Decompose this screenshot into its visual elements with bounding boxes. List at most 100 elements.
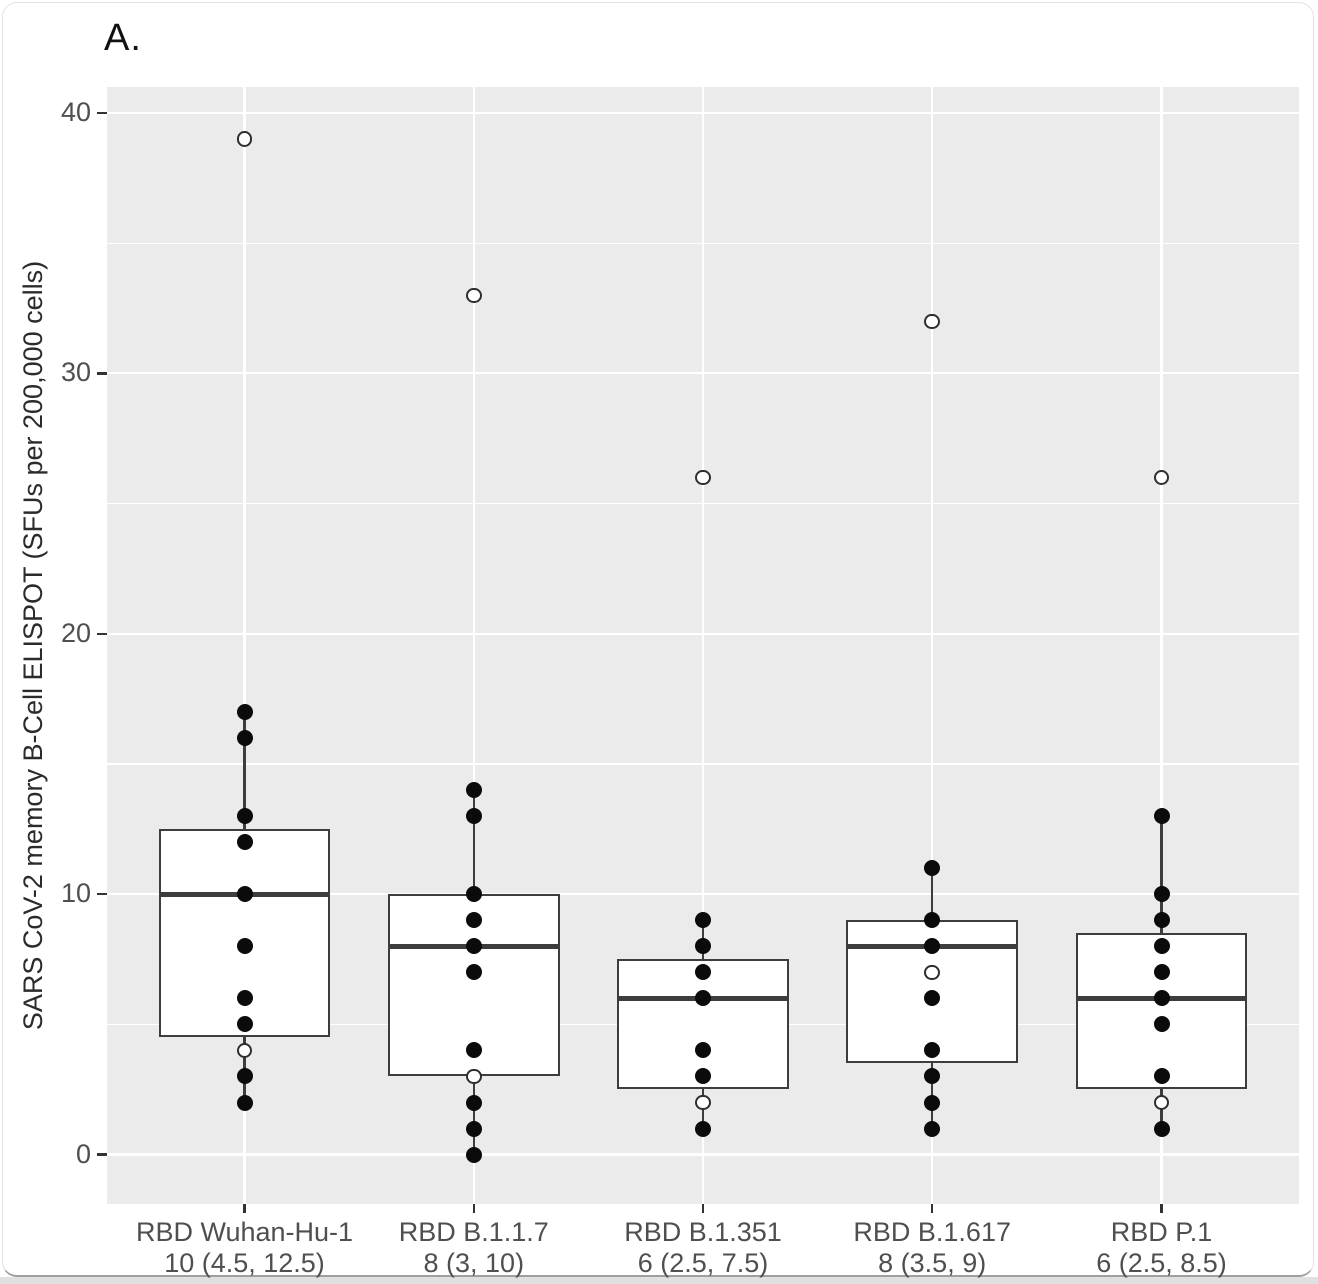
data-point-filled [1153,1068,1170,1085]
data-point-open [466,1068,482,1085]
y-tick-label: 10 [60,878,91,909]
data-point-filled [236,1094,253,1111]
data-point-open [1153,1094,1170,1111]
data-point-filled [236,703,253,720]
data-point-filled [236,990,253,1007]
boxplot-box [617,959,789,1090]
x-tick-label: RBD B.1.617 8 (3.5, 9) [712,1217,1152,1279]
x-tick-label: RBD B.1.351 6 (2.5, 7.5) [483,1217,923,1279]
x-tick-mark [472,1204,475,1213]
data-point-filled [465,938,482,955]
outlier-point [236,131,253,147]
y-tick-mark [97,372,107,375]
data-point-filled [1153,964,1170,981]
x-tick-category: RBD B.1.351 [624,1217,782,1247]
data-point-filled [465,1042,482,1059]
data-point-filled [1153,1016,1170,1033]
data-point-filled [695,964,711,981]
boxplot-whisker-upper [472,790,475,895]
data-point-filled [695,1120,711,1137]
y-tick-mark [97,893,107,896]
boxplot-box [158,829,331,1038]
x-tick-mark [243,1204,246,1213]
data-point-filled [924,1042,941,1059]
y-tick-label: 40 [60,97,91,127]
boxplot-whisker-lower [472,1076,475,1155]
x-tick-summary: 8 (3, 10) [423,1248,525,1278]
boxplot-whisker-upper [1160,816,1163,934]
data-point-filled [695,1042,711,1059]
data-point-open [924,964,940,981]
x-tick-label: RBD P.1 6 (2.5, 8.5) [942,1217,1318,1279]
data-point-filled [1153,1120,1170,1137]
data-point-filled [465,1146,482,1163]
data-point-filled [236,886,253,903]
x-tick-label: RBD Wuhan-Hu-1 10 (4.5, 12.5) [25,1217,465,1279]
x-tick-summary: 6 (2.5, 7.5) [637,1248,769,1278]
outlier-point [466,287,482,304]
y-tick-mark [97,111,107,115]
data-point-filled [924,860,941,877]
figure-panel-label: A. [104,17,142,59]
boxplot-whisker-upper [243,711,246,830]
data-point-filled [924,938,941,955]
x-tick-category: RBD P.1 [1110,1217,1213,1247]
data-point-filled [236,938,253,955]
x-tick-summary: 6 (2.5, 8.5) [1096,1248,1227,1278]
data-point-filled [924,1094,941,1111]
gridline-major-v [1160,87,1163,1204]
outlier-point [1153,469,1170,486]
data-point-filled [924,912,941,929]
y-tick-mark [97,1153,107,1156]
outlier-point [695,469,711,486]
data-point-open [236,1042,253,1059]
data-point-filled [924,1120,941,1137]
gridline-major-v [472,87,475,1204]
gridline-major-v [701,87,705,1204]
x-tick-category: RBD Wuhan-Hu-1 [135,1217,354,1247]
page-edge-strip [0,1277,1318,1284]
data-point-filled [695,938,711,955]
data-point-filled [695,990,711,1007]
y-tick-mark [97,632,107,635]
data-point-filled [1153,808,1170,824]
data-point-filled [465,1094,482,1111]
data-point-filled [1153,912,1170,929]
data-point-filled [695,1068,711,1085]
data-point-filled [924,1068,941,1085]
plot-panel [107,87,1299,1204]
data-point-filled [924,990,941,1007]
y-tick-label: 20 [60,617,91,648]
data-point-filled [236,1016,253,1033]
x-tick-summary: 10 (4.5, 12.5) [164,1248,325,1278]
x-tick-mark [931,1204,934,1213]
x-tick-label: RBD B.1.1.7 8 (3, 10) [254,1217,694,1279]
data-point-filled [465,912,482,929]
x-tick-category: RBD B.1.1.7 [398,1217,549,1247]
data-point-filled [465,782,482,798]
x-tick-category: RBD B.1.617 [853,1217,1011,1247]
data-point-open [695,1094,711,1111]
data-point-filled [465,808,482,824]
data-point-filled [1153,990,1170,1007]
data-point-filled [465,1120,482,1137]
data-point-filled [695,912,711,929]
x-tick-mark [701,1204,705,1213]
data-point-filled [1153,938,1170,955]
y-tick-label: 0 [75,1138,91,1169]
data-point-filled [465,964,482,981]
boxplot-whisker-upper [931,868,934,921]
data-point-filled [465,886,482,903]
data-point-filled [236,834,253,851]
gridline-major-v [931,87,934,1204]
y-tick-label: 30 [60,357,91,388]
gridline-major-v [243,87,246,1204]
outlier-point [924,313,940,330]
data-point-filled [236,808,253,824]
data-point-filled [236,1068,253,1085]
data-point-filled [1153,886,1170,903]
data-point-filled [236,729,253,746]
x-tick-summary: 8 (3.5, 9) [878,1248,987,1278]
x-tick-mark [1160,1204,1163,1213]
